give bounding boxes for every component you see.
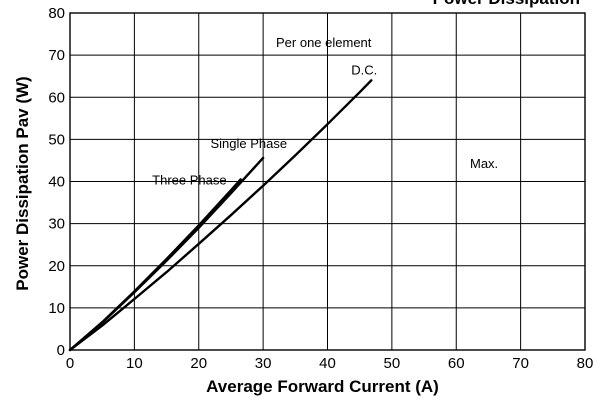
x-tick-label: 50 <box>384 355 401 372</box>
x-axis-title: Average Forward Current (A) <box>206 377 439 396</box>
series-lines <box>68 79 373 352</box>
x-tick-label: 70 <box>512 355 529 372</box>
y-tick-label: 60 <box>48 89 65 106</box>
series-line-three-phase <box>68 178 242 352</box>
x-tick-label: 0 <box>66 355 74 372</box>
per-element-annotation: Per one element <box>276 35 372 50</box>
x-tick-label: 30 <box>255 355 272 372</box>
y-tick-label: 20 <box>48 258 65 275</box>
y-tick-label: 80 <box>48 5 65 22</box>
x-tick-label: 60 <box>448 355 465 372</box>
grid <box>70 13 585 350</box>
x-tick-label: 10 <box>126 355 143 372</box>
series-line-d-c <box>68 79 373 352</box>
y-tick-label: 30 <box>48 216 65 233</box>
x-tick-label: 40 <box>319 355 336 372</box>
y-tick-label: 0 <box>57 342 65 359</box>
y-tick-label: 10 <box>48 300 65 317</box>
series-label-three-phase: Three Phase <box>152 172 226 187</box>
y-tick-label: 70 <box>48 47 65 64</box>
plot-frame <box>69 12 586 351</box>
max-annotation: Max. <box>470 156 498 171</box>
series-label-single-phase: Single Phase <box>211 136 288 151</box>
x-tick-label: 80 <box>577 355 594 372</box>
x-tick-labels: 0 10 20 30 40 50 60 70 80 <box>66 355 594 372</box>
series-labels: D.C. Single Phase Three Phase <box>152 62 377 187</box>
chart-title: Power Dissipation <box>433 0 580 8</box>
x-tick-label: 20 <box>190 355 207 372</box>
y-axis-title: Power Dissipation Pav (W) <box>13 76 32 290</box>
y-tick-label: 50 <box>48 131 65 148</box>
y-tick-labels: 0 10 20 30 40 50 60 70 80 <box>48 5 65 359</box>
series-label-d-c: D.C. <box>351 62 377 77</box>
y-tick-label: 40 <box>48 174 65 191</box>
